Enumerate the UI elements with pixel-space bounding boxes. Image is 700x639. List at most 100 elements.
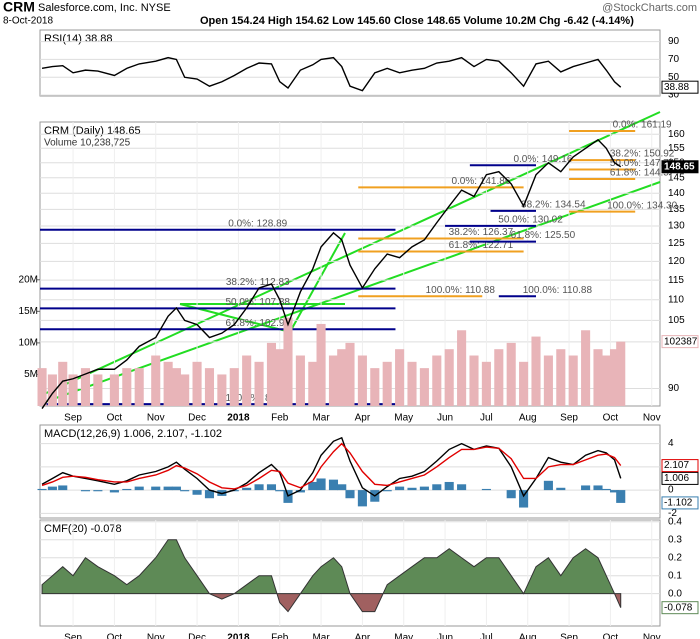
bar bbox=[609, 490, 620, 493]
bar bbox=[432, 484, 442, 491]
bar bbox=[122, 488, 132, 491]
bar bbox=[593, 485, 603, 491]
bar bbox=[506, 490, 516, 499]
value-tag-label: 102387 bbox=[664, 336, 698, 347]
fib-label: 0.0%: 161.19 bbox=[613, 120, 672, 131]
line bbox=[41, 442, 622, 490]
bar bbox=[316, 323, 326, 406]
value-tag-label: -0.078 bbox=[664, 602, 693, 613]
bar bbox=[531, 336, 541, 406]
bar bbox=[109, 490, 119, 493]
panel-label: RSI(14) 38.88 bbox=[44, 33, 112, 45]
bar bbox=[469, 355, 479, 406]
value-tag bbox=[661, 471, 699, 485]
x-tick-label: Sep bbox=[64, 633, 82, 639]
bar bbox=[481, 361, 491, 406]
bar bbox=[419, 486, 429, 491]
value-tag bbox=[661, 459, 699, 473]
bar bbox=[295, 355, 305, 406]
rsi-frame bbox=[39, 29, 661, 97]
bar bbox=[407, 361, 417, 406]
bar bbox=[171, 486, 181, 491]
fib-label: 100.0%: 110.88 bbox=[523, 285, 593, 296]
x-tick-label: Oct bbox=[107, 413, 123, 424]
bar bbox=[407, 487, 417, 491]
value-tag-label: 38.88 bbox=[664, 82, 689, 93]
legend-entry: Volume 10,238,725 bbox=[44, 138, 131, 149]
bar bbox=[568, 355, 578, 406]
x-tick-label: Mar bbox=[312, 633, 330, 639]
x-tick-label: Jun bbox=[437, 413, 453, 424]
bar bbox=[395, 349, 405, 406]
value-tag bbox=[661, 496, 699, 510]
x-tick-label: Nov bbox=[147, 413, 165, 424]
x-tick-label: Aug bbox=[519, 413, 537, 424]
fib-label: 38.2%: 134.54 bbox=[521, 199, 586, 210]
line bbox=[41, 138, 622, 409]
y-tick-label: 0.4 bbox=[668, 516, 682, 527]
x-tick-label: Mar bbox=[312, 413, 330, 424]
fib-label: 100.0%: 110.88 bbox=[426, 285, 496, 296]
bar bbox=[337, 349, 347, 406]
fib-label: 50.0%: 107.88 bbox=[225, 297, 290, 308]
date: 8-Oct-2018 bbox=[3, 16, 53, 27]
bar bbox=[581, 485, 591, 491]
y-tick-label: 130 bbox=[668, 221, 685, 232]
fib-label: 0.0%: 128.89 bbox=[228, 218, 287, 229]
quote: Open 154.24 High 154.62 Low 145.60 Close… bbox=[200, 15, 634, 27]
bar bbox=[37, 368, 47, 406]
bar bbox=[229, 368, 239, 406]
source: @StockCharts.com bbox=[602, 2, 697, 14]
y-tick-label: 0.2 bbox=[668, 552, 682, 563]
value-tag bbox=[661, 80, 699, 94]
fib-label: 61.8%: 144.57 bbox=[610, 168, 675, 179]
bar bbox=[192, 490, 202, 495]
y-tick-label: 145 bbox=[668, 172, 685, 183]
y-tick-label: 110 bbox=[668, 294, 684, 305]
bar bbox=[308, 481, 318, 491]
y2-tick-label: 20M bbox=[19, 274, 38, 285]
cmf-frame bbox=[39, 519, 661, 627]
panel-label: CRM (Daily) 148.65 bbox=[44, 125, 141, 137]
channel-lower bbox=[41, 181, 661, 404]
line bbox=[41, 436, 622, 498]
bar bbox=[80, 490, 91, 492]
bar bbox=[357, 355, 367, 406]
y-tick-label: 90 bbox=[668, 36, 680, 47]
bar bbox=[616, 341, 626, 406]
y-tick-label: 115 bbox=[668, 275, 684, 286]
value-tag bbox=[661, 601, 699, 615]
bar bbox=[122, 368, 132, 406]
bar bbox=[242, 487, 252, 491]
symbol: CRM bbox=[3, 0, 35, 15]
x-tick-label: Oct bbox=[603, 633, 619, 639]
x-tick-label: Sep bbox=[560, 633, 578, 639]
x-tick-label: Jun bbox=[437, 633, 453, 639]
bar bbox=[192, 361, 202, 406]
bar bbox=[266, 342, 277, 406]
fib-label: 0.0%: 149.16 bbox=[513, 154, 572, 165]
y-tick-label: 90 bbox=[668, 383, 680, 394]
bar bbox=[80, 368, 91, 406]
bar bbox=[593, 349, 603, 406]
bar bbox=[494, 349, 504, 406]
bar bbox=[275, 490, 285, 492]
x-tick-label: Jul bbox=[480, 413, 493, 424]
bar bbox=[328, 479, 339, 491]
bar bbox=[254, 484, 264, 491]
bar bbox=[308, 361, 318, 406]
bar bbox=[134, 486, 144, 491]
bar bbox=[556, 349, 566, 406]
x-tick-label: May bbox=[394, 413, 413, 424]
y-tick-label: 120 bbox=[668, 256, 685, 267]
bar bbox=[47, 486, 57, 491]
value-tag-label: 1.006 bbox=[664, 473, 689, 484]
value-tag bbox=[661, 335, 699, 349]
fib-label: 61.8%: 122.71 bbox=[449, 240, 514, 251]
bar bbox=[93, 490, 103, 492]
bar bbox=[68, 374, 78, 406]
x-tick-label: Nov bbox=[147, 633, 165, 639]
bar bbox=[275, 349, 285, 406]
bar bbox=[457, 330, 467, 406]
fib-label: 38.2%: 112.83 bbox=[226, 277, 290, 288]
